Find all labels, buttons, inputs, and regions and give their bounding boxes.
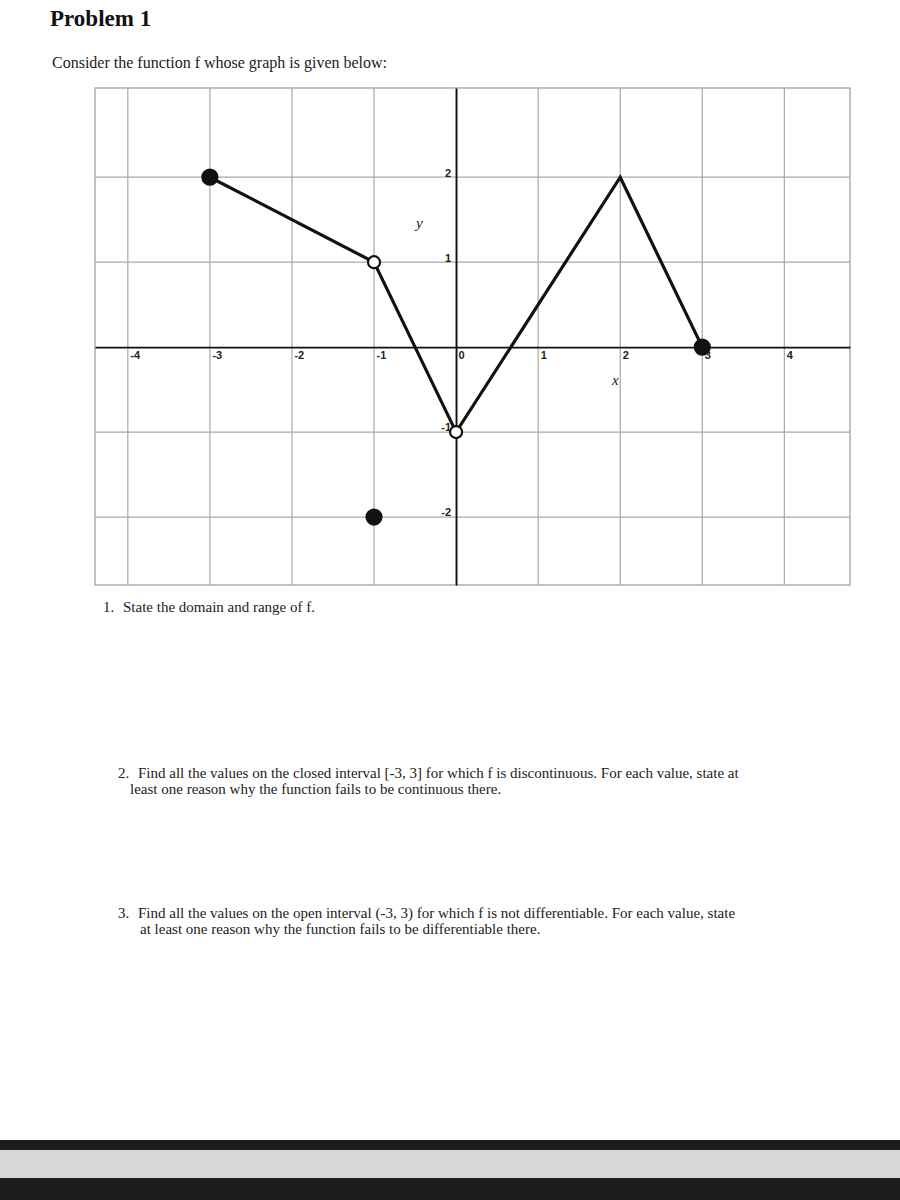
x-axis-title: x [611,372,619,388]
grid-line-x [620,88,621,585]
grid-line-x [455,88,456,585]
open-point [450,426,462,438]
x-tick-label: 1 [541,349,547,361]
x-tick: -1 [375,347,387,361]
page: Problem 1 Consider the function f whose g… [0,0,900,1200]
plot-frame [95,88,850,585]
x-tick-label: 2 [623,349,629,361]
question-text: at least one reason why the function fai… [140,921,540,937]
y-tick-label: 2 [445,167,451,179]
question-text: Find all the values on the closed interv… [138,765,740,781]
grid [95,88,850,585]
screen-edge [0,1150,900,1178]
x-tick: 1 [539,347,547,361]
graph-segment [210,177,374,262]
question-text: least one reason why the function fails … [130,781,501,797]
grid-line-y [95,431,850,432]
worksheet: Problem 1 Consider the function f whose g… [0,0,900,1200]
question: 1. State the domain and range of f. [103,599,315,615]
question-text: Find all the values on the open interval… [138,905,735,922]
x-axis: -4-3-2-101234 [96,347,851,361]
grid-line-x [209,88,210,585]
grid-line-x [702,88,703,585]
question: 2. Find all the values on the closed inte… [118,765,740,797]
y-tick: 1 [445,252,456,264]
y-tick-label: -2 [441,506,451,518]
grid-line-x [127,88,128,585]
y-axis-title: y [414,215,423,231]
x-tick-label: -2 [294,349,304,361]
intro: Consider the function f whose graph is g… [52,54,387,72]
x-tick-label: -1 [377,349,387,361]
question-number: 1. [103,599,114,615]
y-axis: -2-112 [441,89,456,586]
title: Problem 1 [50,6,151,31]
x-tick: -2 [292,347,304,361]
question-number: 2. [118,765,129,781]
question: 3. Find all the values on the open interv… [118,905,735,937]
graph-segment [374,177,702,432]
closed-point [202,170,217,185]
y-tick: 2 [445,167,456,179]
screen-bezel [0,1140,900,1200]
y-axis-line [456,89,458,586]
y-tick-label: 1 [445,252,451,264]
grid-line-y [95,516,850,517]
x-tick: 0 [457,347,465,361]
x-tick-label: 4 [787,349,794,361]
marks [202,170,709,525]
grid-line-x [291,88,292,585]
grid-line-x [538,88,539,585]
open-point [368,256,380,268]
x-tick-label: -4 [130,349,141,361]
x-tick: 2 [621,347,629,361]
grid-line-y [95,262,850,263]
graph: -4-3-2-101234-2-112xy [95,88,851,586]
closed-point [695,340,710,355]
x-tick: -4 [128,347,141,361]
x-tick: -3 [210,347,222,361]
x-axis-line [96,347,851,349]
x-tick: 4 [785,347,794,361]
y-tick: -2 [441,506,456,518]
closed-point [367,510,382,525]
x-tick-label: -3 [212,349,222,361]
question-number: 3. [118,905,129,921]
question-text: State the domain and range of f. [123,599,315,615]
grid-line-x [784,88,785,585]
x-tick-label: 0 [459,349,465,361]
